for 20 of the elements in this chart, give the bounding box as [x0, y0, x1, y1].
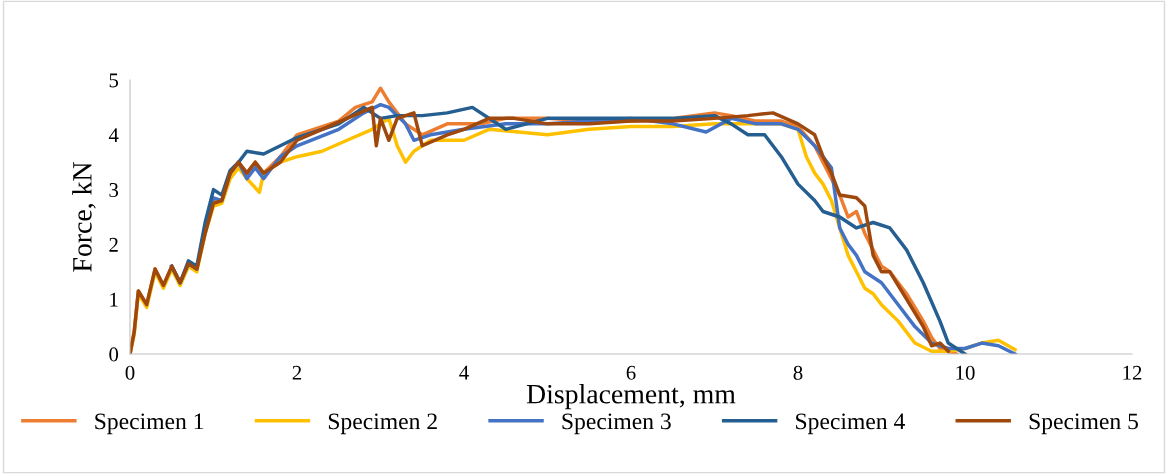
- y-tick-label: 5: [109, 73, 119, 88]
- legend-label: Specimen 4: [796, 413, 905, 435]
- y-tick-label: 0: [109, 347, 119, 362]
- x-tick-label: 8: [793, 365, 803, 380]
- x-tick-label: 10: [956, 365, 975, 380]
- x-tick-label: 0: [125, 365, 135, 380]
- x-tick-label: 12: [1123, 365, 1142, 380]
- y-tick-label: 3: [109, 183, 119, 198]
- x-tick-label: 6: [626, 365, 636, 380]
- y-tick-label: 4: [108, 128, 119, 143]
- x-axis-title: Displacement, mm: [526, 384, 736, 410]
- y-axis-title: Force, kN: [72, 162, 96, 272]
- legend-label: Specimen 2: [328, 413, 437, 435]
- y-tick-label: 1: [110, 292, 118, 307]
- x-tick-label: 2: [292, 365, 302, 380]
- x-tick-label: 4: [459, 365, 469, 380]
- legend-label: Specimen 5: [1029, 413, 1138, 435]
- legend-label: Specimen 1: [95, 413, 204, 435]
- y-tick-label: 2: [109, 237, 118, 252]
- legend-label: Specimen 3: [562, 413, 671, 435]
